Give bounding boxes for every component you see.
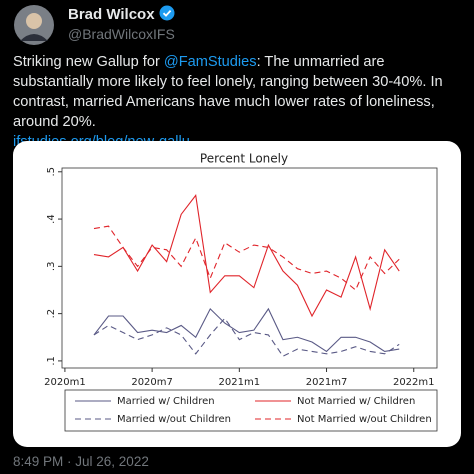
plot-frame: [61, 167, 438, 369]
timestamp[interactable]: 8:49 PM · Jul 26, 2022: [13, 454, 149, 469]
legend-label: Married w/out Children: [117, 414, 231, 425]
chart-title: Percent Lonely: [200, 152, 288, 166]
y-tick-label: .5: [46, 167, 57, 177]
x-tick-label: 2021m7: [306, 377, 348, 388]
mention[interactable]: @FamStudies: [163, 54, 257, 70]
series-line: [93, 194, 400, 318]
legend-label: Not Married w/out Children: [297, 414, 432, 425]
series-line: [93, 225, 400, 291]
x-tick-label: 2021m1: [219, 377, 261, 388]
tweet-text: Striking new Gallup for @FamStudies: The…: [13, 52, 463, 152]
text: Striking new Gallup for: [13, 54, 164, 70]
legend-label: Married w/ Children: [117, 396, 215, 407]
author-handle[interactable]: @BradWilcoxIFS: [68, 26, 175, 42]
x-tick-label: 2020m7: [131, 377, 173, 388]
y-tick-label: .1: [46, 356, 57, 366]
avatar[interactable]: [14, 5, 54, 45]
x-tick-label: 2022m1: [393, 377, 435, 388]
series-line: [93, 307, 400, 353]
x-tick-label: 2020m1: [44, 377, 86, 388]
chart: Percent Lonely .1 .2 .3 .4 .5 2020m1 2020m7 202…: [13, 141, 461, 447]
text: : The unmarried are substantially more l…: [13, 54, 443, 130]
legend-box: [64, 389, 438, 432]
y-tick-label: .2: [46, 309, 57, 319]
series-line: [93, 317, 400, 357]
author-name[interactable]: Brad Wilcox: [68, 5, 175, 23]
verified-badge: [159, 5, 175, 21]
author-name-text[interactable]: Brad Wilcox: [68, 6, 155, 23]
image-card[interactable]: [13, 141, 461, 447]
legend-label: Not Married w/ Children: [297, 396, 415, 407]
y-tick-label: .3: [46, 262, 57, 272]
y-tick-label: .4: [46, 214, 57, 224]
